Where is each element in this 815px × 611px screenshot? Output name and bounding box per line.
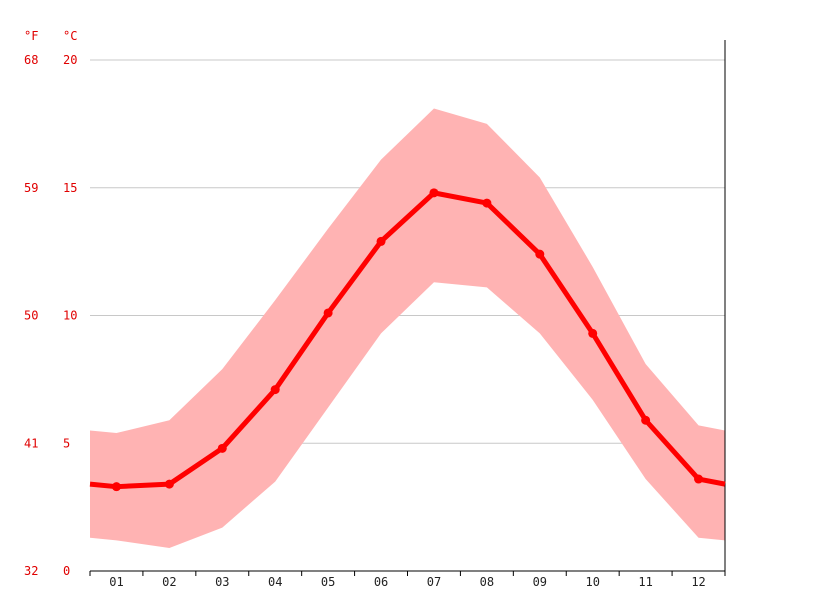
data-point xyxy=(588,328,598,338)
x-tick-label: 09 xyxy=(533,575,547,589)
x-tick-label: 06 xyxy=(374,575,388,589)
temperature-range-area xyxy=(90,108,725,549)
y-tick-label-fahrenheit: 32 xyxy=(24,564,38,578)
data-point xyxy=(429,188,439,198)
data-point xyxy=(535,249,545,259)
y-tick-label-celsius: 0 xyxy=(63,564,70,578)
y-tick-label-fahrenheit: 68 xyxy=(24,53,38,67)
average-temperature-points xyxy=(111,188,704,492)
y-axis-labels: °F °C 0 32 5 41 10 50 15 59 20 68 xyxy=(24,29,77,578)
x-tick-label: 10 xyxy=(585,575,599,589)
x-tick-label: 11 xyxy=(638,575,652,589)
celsius-unit-label: °C xyxy=(63,29,77,43)
data-point xyxy=(217,443,227,453)
y-tick-label-fahrenheit: 59 xyxy=(24,181,38,195)
x-axis-labels: 01 02 03 04 05 06 07 08 09 10 11 12 xyxy=(109,575,706,589)
y-tick-label-fahrenheit: 41 xyxy=(24,436,38,450)
x-tick-label: 03 xyxy=(215,575,229,589)
x-tick-label: 05 xyxy=(321,575,335,589)
data-point xyxy=(111,482,121,492)
data-point xyxy=(376,236,386,246)
data-point xyxy=(694,474,704,484)
y-tick-label-celsius: 5 xyxy=(63,436,70,450)
average-temperature-series xyxy=(89,190,726,490)
x-tick-label: 01 xyxy=(109,575,123,589)
x-tick-label: 12 xyxy=(691,575,705,589)
x-tick-label: 02 xyxy=(162,575,176,589)
x-tick-label: 08 xyxy=(480,575,494,589)
y-tick-label-celsius: 10 xyxy=(63,309,77,323)
temperature-range-band xyxy=(90,108,725,549)
y-tick-label-celsius: 15 xyxy=(63,181,77,195)
average-temperature-line xyxy=(89,190,726,490)
data-point xyxy=(270,385,280,395)
y-tick-label-fahrenheit: 50 xyxy=(24,309,38,323)
data-point xyxy=(482,198,492,208)
data-point xyxy=(641,415,651,425)
fahrenheit-unit-label: °F xyxy=(24,29,38,43)
data-point xyxy=(164,479,174,489)
x-tick-label: 07 xyxy=(427,575,441,589)
data-point xyxy=(323,308,333,318)
x-tick-label: 04 xyxy=(268,575,282,589)
y-tick-label-celsius: 20 xyxy=(63,53,77,67)
